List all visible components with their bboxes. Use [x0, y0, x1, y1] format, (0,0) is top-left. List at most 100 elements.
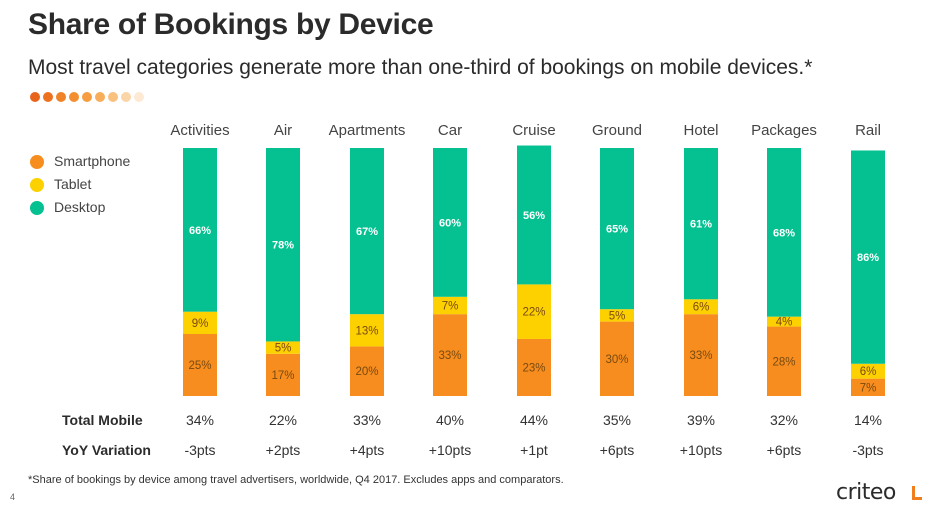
legend-item-desktop: Desktop	[30, 199, 190, 217]
bar-segment-desktop	[851, 150, 885, 364]
data-label-tablet: 9%	[192, 318, 209, 330]
bar-segment-smartphone	[183, 334, 217, 396]
data-label-smartphone: 33%	[438, 350, 461, 362]
data-label-smartphone: 30%	[605, 354, 628, 366]
data-label-tablet: 13%	[355, 325, 378, 337]
bar-segment-desktop	[183, 148, 217, 312]
data-label-tablet: 7%	[442, 300, 459, 312]
decor-dot	[56, 92, 66, 102]
yoy-variation-value: +6pts	[599, 442, 635, 458]
stacked-bar-chart: Activities 25% 9% 66% Air 17% 5% 78% Apartments 2…	[170, 122, 885, 396]
bar-segment-desktop	[433, 148, 467, 297]
bar-segment-tablet	[266, 341, 300, 354]
data-label-smartphone: 20%	[355, 366, 378, 378]
data-label-desktop: 68%	[773, 227, 795, 239]
data-label-smartphone: 25%	[188, 360, 211, 372]
decor-dot	[95, 92, 105, 102]
data-label-tablet: 5%	[609, 310, 626, 322]
bar-segment-tablet	[851, 363, 885, 379]
total-mobile-value: 34%	[185, 412, 215, 428]
bar-segment-smartphone	[433, 314, 467, 396]
slide-title: Share of Bookings by Device	[28, 8, 434, 41]
bar-segment-smartphone	[266, 353, 300, 396]
legend-swatch-tablet	[30, 178, 44, 192]
total-mobile-value: 40%	[435, 412, 465, 428]
yoy-variation-value: +10pts	[679, 442, 723, 458]
legend-item-smartphone: Smartphone	[30, 153, 190, 171]
footnote: *Share of bookings by device among trave…	[28, 474, 564, 486]
yoy-variation-value: +10pts	[428, 442, 472, 458]
bar-segment-tablet	[433, 296, 467, 315]
data-label-smartphone: 23%	[522, 362, 545, 374]
data-label-tablet: 5%	[275, 343, 292, 355]
category-label: Rail	[855, 122, 881, 139]
bar-segment-tablet	[517, 284, 551, 339]
category-label: Cruise	[512, 122, 555, 139]
page-number: 4	[10, 492, 16, 502]
legend-swatch-desktop	[30, 201, 44, 215]
bar-segment-smartphone	[517, 338, 551, 396]
total-mobile-value: 44%	[519, 412, 549, 428]
yoy-variation-value: -3pts	[852, 442, 884, 458]
bar-segment-tablet	[183, 311, 217, 334]
bar-segment-smartphone	[767, 326, 801, 396]
data-label-tablet: 4%	[776, 317, 793, 329]
legend-item-tablet: Tablet	[30, 176, 190, 194]
decor-dot	[82, 92, 92, 102]
criteo-logo: criteo	[836, 480, 926, 506]
legend-label-tablet: Tablet	[54, 176, 92, 192]
category-label: Hotel	[683, 122, 718, 139]
category-label: Ground	[592, 122, 642, 139]
total-mobile-value: 14%	[853, 412, 883, 428]
decor-dot	[121, 92, 131, 102]
decor-dot	[43, 92, 53, 102]
yoy-variation-value: +1pt	[520, 442, 548, 458]
data-label-desktop: 66%	[189, 225, 211, 237]
legend-swatch-smartphone	[30, 155, 44, 169]
bar-segment-smartphone	[350, 346, 384, 396]
data-label-smartphone: 33%	[689, 350, 712, 362]
bar-segment-desktop	[266, 148, 300, 342]
yoy-variation-value: +4pts	[349, 442, 385, 458]
data-label-tablet: 6%	[693, 302, 710, 314]
total-mobile-value: 32%	[769, 412, 799, 428]
bar-segment-desktop	[600, 148, 634, 310]
logo-wordmark: criteo	[836, 480, 896, 505]
data-label-desktop: 65%	[606, 224, 628, 236]
data-label-desktop: 78%	[272, 240, 294, 252]
data-label-tablet: 6%	[860, 366, 877, 378]
bar-segment-smartphone	[851, 378, 885, 396]
legend-label-desktop: Desktop	[54, 199, 106, 215]
total-mobile-value: 39%	[686, 412, 716, 428]
data-label-desktop: 67%	[356, 226, 378, 238]
yoy-variation-value: +2pts	[265, 442, 301, 458]
bar-segment-desktop	[767, 148, 801, 317]
category-label: Apartments	[329, 122, 406, 139]
bar-segment-smartphone	[684, 314, 718, 396]
bar-segment-tablet	[350, 314, 384, 347]
total-mobile-value: 35%	[602, 412, 632, 428]
category-label: Air	[274, 122, 292, 139]
data-label-tablet: 22%	[522, 307, 545, 319]
bar-segment-tablet	[767, 316, 801, 327]
data-label-smartphone: 17%	[271, 370, 294, 382]
data-label-smartphone: 28%	[772, 356, 795, 368]
category-label: Packages	[751, 122, 817, 139]
decor-dot	[134, 92, 144, 102]
data-label-desktop: 86%	[857, 252, 879, 264]
category-label: Car	[438, 122, 462, 139]
data-label-desktop: 60%	[439, 217, 461, 229]
slide-subtitle: Most travel categories generate more tha…	[28, 56, 813, 79]
data-label-desktop: 56%	[523, 210, 545, 222]
yoy-variation-value: -3pts	[184, 442, 216, 458]
bar-segment-desktop	[684, 148, 718, 300]
decor-dot	[30, 92, 40, 102]
yoy-variation-value: +6pts	[766, 442, 802, 458]
logo-corner-mark	[912, 486, 922, 500]
yoy-variation-row-label: YoY Variation	[62, 442, 151, 458]
bar-segment-desktop	[350, 148, 384, 315]
bar-segment-smartphone	[600, 321, 634, 396]
bar-segment-tablet	[600, 309, 634, 322]
decor-dot	[108, 92, 118, 102]
total-mobile-row-label: Total Mobile	[62, 412, 143, 428]
